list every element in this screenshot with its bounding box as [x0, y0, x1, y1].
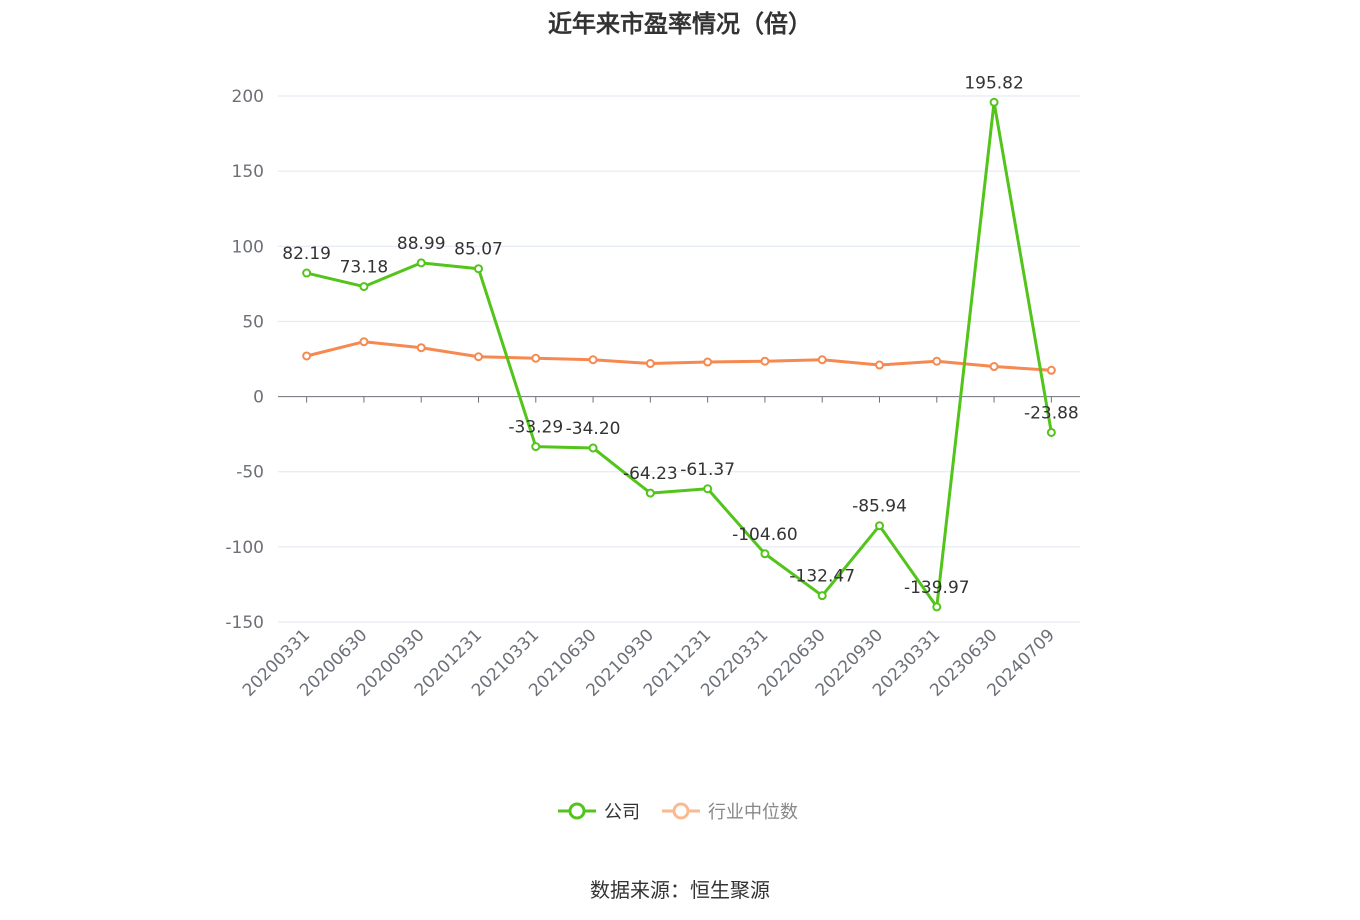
data-label: -33.29 [508, 418, 563, 438]
data-label: -104.60 [732, 525, 798, 545]
data-label: 73.18 [340, 258, 389, 278]
data-point[interactable] [302, 268, 312, 278]
legend-label: 公司 [604, 802, 640, 823]
data-label: 82.19 [282, 244, 331, 264]
y-tick-label: -50 [236, 463, 264, 483]
data-label: -34.20 [566, 419, 621, 439]
data-point[interactable] [1046, 365, 1056, 375]
data-point[interactable] [588, 355, 598, 365]
data-label: -64.23 [623, 464, 678, 484]
data-point[interactable] [645, 359, 655, 369]
data-point[interactable] [474, 352, 483, 362]
series-layer [302, 97, 1056, 612]
y-tick-label: 50 [242, 312, 264, 332]
legend-item-1[interactable]: 行业中位数 [662, 802, 798, 823]
legend-marker [672, 802, 690, 820]
data-point[interactable] [817, 355, 827, 365]
data-point[interactable] [760, 356, 770, 366]
y-tick-label: -100 [225, 538, 264, 558]
data-point[interactable] [416, 343, 426, 353]
chart-title: 近年来市盈率情况（倍） [548, 10, 812, 38]
data-label: -23.88 [1024, 403, 1079, 423]
data-point[interactable] [932, 602, 942, 612]
data-point[interactable] [531, 442, 541, 452]
y-axis: 200 150 100 50 0 -50 -100 -150 [225, 87, 264, 633]
data-point[interactable] [588, 443, 598, 453]
legend-label: 行业中位数 [708, 802, 798, 823]
data-point[interactable] [645, 488, 655, 498]
data-label: -132.47 [789, 567, 855, 587]
data-point[interactable] [531, 353, 541, 363]
legend[interactable]: 公司 行业中位数 [558, 802, 798, 823]
data-label: 195.82 [964, 73, 1023, 93]
data-point[interactable] [875, 360, 884, 370]
data-point[interactable] [932, 356, 942, 366]
y-tick-label: -150 [225, 613, 264, 633]
y-tick-label: 200 [232, 87, 264, 107]
data-point[interactable] [875, 521, 884, 531]
data-point[interactable] [474, 264, 483, 274]
data-point[interactable] [989, 97, 999, 107]
data-point[interactable] [703, 357, 713, 367]
data-label: 85.07 [454, 240, 503, 260]
data-label: -139.97 [904, 578, 970, 598]
data-label: -85.94 [852, 497, 907, 517]
data-point[interactable] [359, 337, 369, 347]
data-point[interactable] [359, 282, 369, 292]
source-note: 数据来源：恒生聚源 [590, 878, 770, 902]
series-line-0 [306, 100, 1053, 609]
data-point[interactable] [703, 484, 713, 494]
grid-layer [278, 95, 1080, 623]
data-point[interactable] [817, 591, 827, 601]
series-line-1 [306, 340, 1052, 372]
legend-marker [568, 802, 586, 820]
data-point[interactable] [1046, 427, 1056, 437]
data-labels: 82.19 73.18 88.99 85.07 -33.29 -34.20 -64.23 -6… [282, 73, 1078, 598]
y-tick-label: 0 [253, 388, 264, 408]
data-label: 88.99 [397, 234, 446, 254]
x-axis: 2020033120200630202009302020123120210331… [239, 396, 1080, 701]
data-label: -61.37 [680, 460, 735, 480]
legend-item-0[interactable]: 公司 [558, 802, 640, 823]
data-point[interactable] [760, 549, 770, 559]
data-point[interactable] [989, 362, 999, 372]
data-point[interactable] [302, 351, 312, 361]
y-tick-label: 150 [232, 162, 264, 182]
data-point[interactable] [416, 258, 426, 268]
y-tick-label: 100 [232, 237, 264, 257]
